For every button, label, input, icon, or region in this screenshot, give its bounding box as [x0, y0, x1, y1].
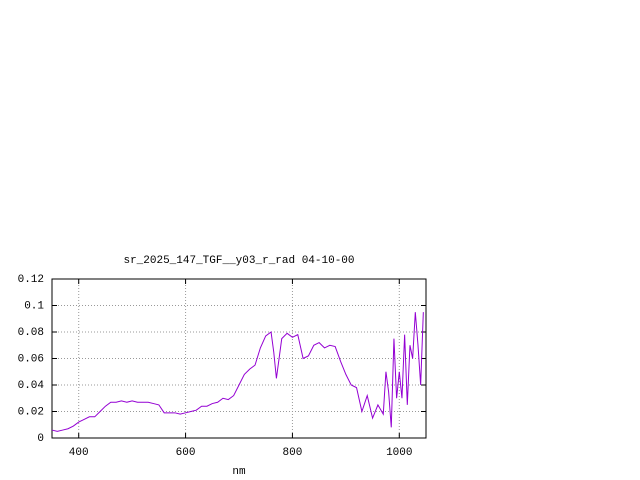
y-tick-label: 0.08	[18, 327, 44, 339]
x-tick-label: 400	[69, 447, 89, 459]
chart-title: sr_2025_147_TGF__y03_r_rad 04-10-00	[123, 255, 354, 267]
y-tick-label: 0.06	[18, 353, 44, 365]
y-tick-label: 0	[37, 433, 44, 445]
plot-border	[51, 278, 427, 439]
x-tick-label: 600	[176, 447, 196, 459]
y-tick-label: 0.02	[18, 406, 44, 418]
x-axis-label: nm	[232, 466, 246, 478]
data-line	[51, 312, 424, 432]
x-tick-label: 1000	[386, 447, 412, 459]
y-tick-label: 0.12	[18, 274, 44, 286]
y-tick-label: 0.04	[18, 380, 45, 392]
y-tick-label: 0.1	[24, 300, 44, 312]
x-tick-label: 800	[283, 447, 303, 459]
